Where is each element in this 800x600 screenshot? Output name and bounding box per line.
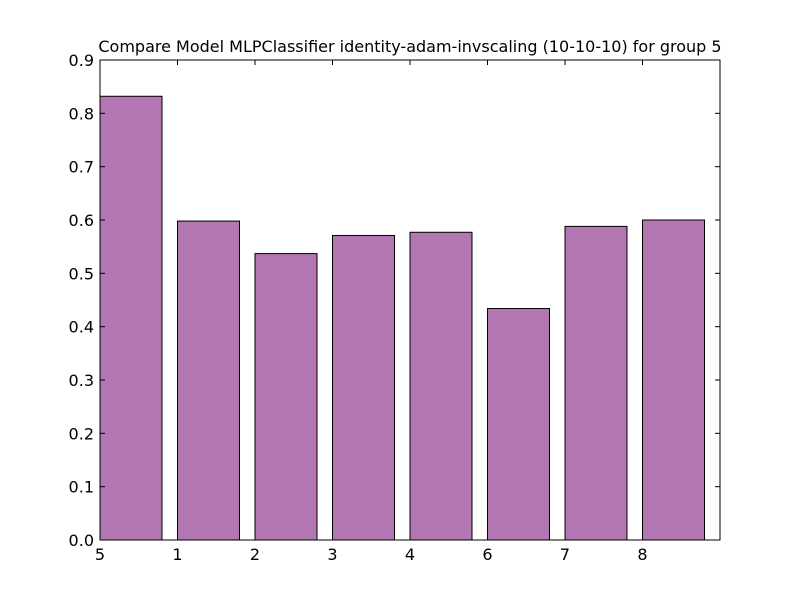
- y-tick-label: 0.5: [69, 264, 94, 283]
- y-tick-label: 0.4: [69, 318, 94, 337]
- x-tick-label: 5: [95, 545, 105, 564]
- bar-8: [642, 219, 705, 541]
- bar-4: [409, 231, 473, 541]
- y-ticks-group: 0.0 0.1 0.2 0.3 0.4 0.5 0.6 0.7 0.8 0.9: [69, 51, 720, 550]
- plot-frame: [99, 59, 721, 541]
- y-tick-label: 0.7: [69, 158, 94, 177]
- x-tick-label: 4: [405, 545, 415, 564]
- bar-7: [564, 225, 628, 541]
- x-tick-label: 3: [327, 545, 337, 564]
- x-tick-label: 1: [172, 545, 182, 564]
- y-tick-label: 0.8: [69, 104, 94, 123]
- bar-2: [254, 253, 318, 541]
- bar-3: [332, 234, 395, 541]
- x-tick-label: 2: [250, 545, 260, 564]
- bars-group: [99, 95, 705, 541]
- chart-title: Compare Model MLPClassifier identity-ada…: [98, 37, 721, 56]
- y-tick-label: 0.6: [69, 211, 94, 230]
- y-tick-label: 0.0: [69, 531, 94, 550]
- x-tick-label: 7: [560, 545, 570, 564]
- bar-5: [99, 95, 163, 541]
- x-tick-label: 8: [637, 545, 647, 564]
- y-tick-label: 0.2: [69, 424, 94, 443]
- bar-1: [177, 220, 240, 541]
- y-tick-label: 0.1: [69, 478, 94, 497]
- y-tick-label: 0.9: [69, 51, 94, 70]
- bar-6: [487, 308, 550, 541]
- y-tick-label: 0.3: [69, 371, 94, 390]
- x-tick-label: 6: [482, 545, 492, 564]
